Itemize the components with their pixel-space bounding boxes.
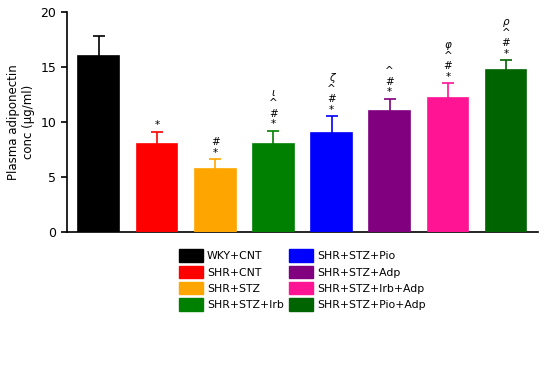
Text: ^: ^: [444, 51, 452, 61]
Text: *: *: [504, 49, 508, 59]
Text: ^: ^: [385, 66, 394, 76]
Bar: [253, 144, 294, 232]
Text: *: *: [387, 87, 392, 97]
Text: #: #: [211, 137, 220, 147]
Text: *: *: [329, 105, 334, 115]
Text: ^: ^: [502, 28, 511, 38]
Text: *: *: [271, 119, 276, 129]
Text: ζ: ζ: [329, 73, 334, 83]
Text: φ: φ: [444, 40, 451, 50]
Text: #: #: [269, 108, 278, 119]
Text: ^: ^: [327, 84, 336, 94]
Text: #: #: [502, 38, 511, 48]
Bar: [195, 169, 235, 232]
Text: ^: ^: [269, 98, 278, 108]
Text: ρ: ρ: [502, 17, 510, 27]
Text: *: *: [445, 72, 450, 82]
Bar: [78, 56, 119, 232]
Text: ι: ι: [271, 88, 275, 98]
Bar: [427, 98, 468, 232]
Bar: [370, 111, 410, 232]
Text: #: #: [444, 61, 452, 71]
Bar: [486, 70, 526, 232]
Legend: WKY+CNT, SHR+CNT, SHR+STZ, SHR+STZ+Irb, SHR+STZ+Pio, SHR+STZ+Adp, SHR+STZ+Irb+Ad: WKY+CNT, SHR+CNT, SHR+STZ, SHR+STZ+Irb, …: [175, 246, 429, 314]
Text: *: *: [213, 148, 217, 158]
Text: *: *: [154, 120, 160, 130]
Text: #: #: [385, 77, 394, 87]
Y-axis label: Plasma adiponectin
conc (μg/ml): Plasma adiponectin conc (μg/ml): [7, 64, 35, 180]
Text: #: #: [327, 94, 336, 104]
Bar: [311, 133, 352, 232]
Bar: [137, 144, 177, 232]
